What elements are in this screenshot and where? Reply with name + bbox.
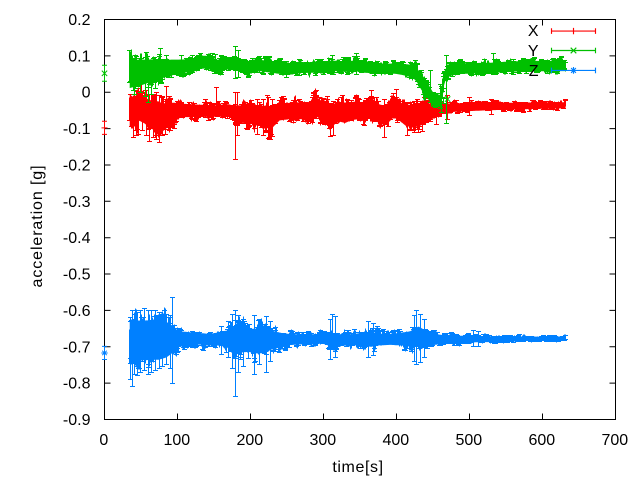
- svg-text:100: 100: [163, 432, 190, 449]
- svg-text:600: 600: [528, 432, 555, 449]
- svg-text:500: 500: [455, 432, 482, 449]
- svg-text:0.2: 0.2: [68, 12, 90, 29]
- svg-text:-0.1: -0.1: [63, 121, 91, 138]
- svg-text:0: 0: [99, 432, 108, 449]
- svg-text:X: X: [528, 23, 539, 40]
- svg-text:0: 0: [82, 85, 91, 102]
- svg-text:-0.2: -0.2: [63, 158, 91, 175]
- svg-text:-0.4: -0.4: [63, 230, 91, 247]
- svg-text:-0.7: -0.7: [63, 339, 91, 356]
- svg-text:-0.8: -0.8: [63, 376, 91, 393]
- svg-text:-0.3: -0.3: [63, 194, 91, 211]
- svg-text:300: 300: [309, 432, 336, 449]
- svg-text:-0.9: -0.9: [63, 412, 91, 429]
- svg-text:400: 400: [382, 432, 409, 449]
- svg-text:time[s]: time[s]: [332, 459, 383, 476]
- svg-text:Z: Z: [529, 63, 539, 80]
- svg-text:Y: Y: [528, 43, 539, 60]
- svg-text:acceleration [g]: acceleration [g]: [29, 165, 46, 288]
- svg-text:700: 700: [601, 432, 628, 449]
- svg-text:-0.5: -0.5: [63, 267, 91, 284]
- svg-text:200: 200: [236, 432, 263, 449]
- svg-text:0.1: 0.1: [68, 48, 90, 65]
- svg-text:-0.6: -0.6: [63, 303, 91, 320]
